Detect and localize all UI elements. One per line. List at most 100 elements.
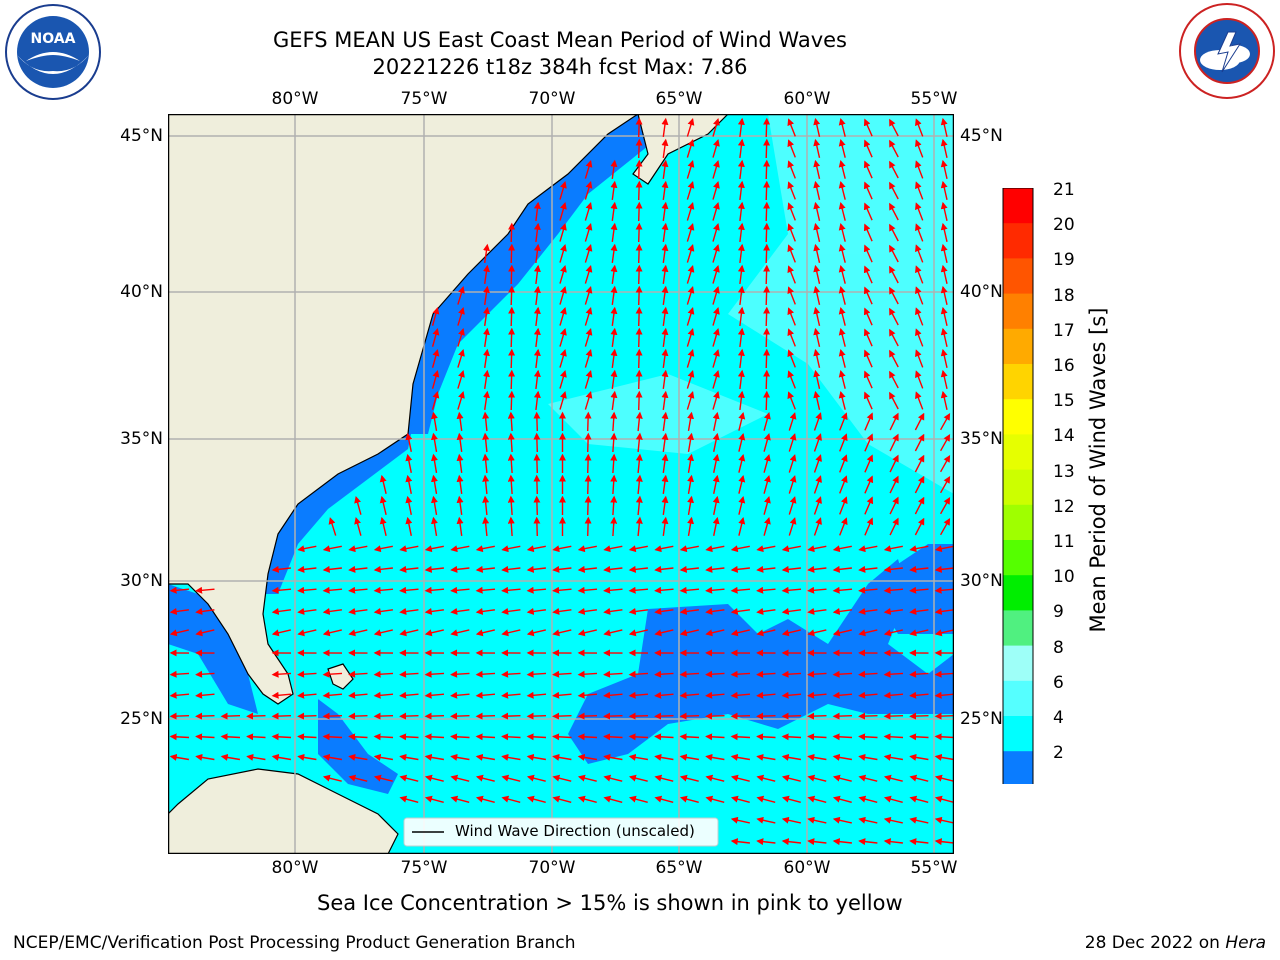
wind-wave-arrow — [169, 753, 190, 761]
wind-wave-arrow — [756, 607, 776, 615]
wind-wave-arrow — [934, 753, 954, 761]
wind-wave-arrow — [838, 306, 846, 326]
wind-wave-arrow — [628, 545, 648, 553]
wind-wave-arrow — [788, 517, 797, 536]
wind-wave-arrow — [787, 160, 796, 179]
wind-wave-arrow — [603, 733, 623, 741]
wind-wave-arrow — [737, 285, 745, 305]
wind-wave-arrow — [475, 733, 496, 741]
wind-wave-arrow — [679, 607, 699, 615]
wind-wave-arrow — [628, 629, 648, 637]
wind-wave-arrow — [832, 712, 853, 720]
wind-wave-arrow — [940, 243, 948, 263]
wind-wave-arrow — [482, 432, 490, 453]
lon-label-top-65w: 65°W — [655, 89, 703, 109]
wind-wave-arrow — [322, 753, 343, 761]
wind-wave-arrow — [195, 629, 215, 637]
colorbar-tick-label: 13 — [1053, 461, 1075, 482]
wind-wave-arrow — [763, 411, 771, 431]
wind-wave-arrow — [883, 586, 904, 594]
wind-wave-arrow — [934, 774, 954, 782]
wind-wave-arrow — [889, 349, 899, 368]
wind-wave-arrow — [501, 691, 521, 699]
wind-wave-arrow — [635, 495, 643, 516]
wind-wave-arrow — [687, 432, 695, 453]
wind-wave-arrow — [526, 753, 547, 761]
wind-wave-arrow — [679, 795, 699, 803]
wind-wave-arrow — [909, 795, 929, 803]
wind-wave-arrow — [635, 222, 643, 243]
wind-wave-arrow — [603, 753, 623, 761]
wind-wave-arrow — [756, 795, 776, 803]
wind-wave-arrow — [813, 348, 821, 368]
wind-wave-arrow — [654, 733, 674, 741]
wind-wave-arrow — [610, 453, 618, 474]
wind-wave-arrow — [737, 306, 745, 326]
wind-wave-arrow — [807, 795, 827, 803]
wind-wave-arrow — [883, 545, 903, 553]
wind-wave-arrow — [552, 629, 572, 637]
wind-wave-arrow — [712, 328, 720, 347]
wind-wave-arrow — [863, 223, 873, 242]
wind-wave-arrow — [584, 453, 592, 474]
wind-wave-arrow — [508, 369, 516, 390]
wind-wave-arrow — [883, 774, 903, 782]
wind-wave-arrow — [533, 348, 541, 368]
wind-wave-arrow — [730, 795, 750, 803]
wind-wave-arrow — [431, 348, 440, 368]
wind-wave-arrow — [424, 691, 445, 699]
colorbar-segment — [1003, 575, 1033, 611]
lat-label-right-25n: 25°N — [960, 709, 1003, 729]
wind-wave-arrow — [934, 545, 954, 553]
wind-wave-arrow — [610, 180, 618, 200]
wind-wave-arrow — [686, 181, 695, 200]
wind-wave-arrow — [559, 307, 567, 326]
wind-wave-arrow — [533, 369, 541, 389]
wind-wave-arrow — [889, 307, 899, 326]
wind-wave-arrow — [712, 349, 720, 368]
wind-wave-arrow — [584, 244, 593, 263]
wind-wave-arrow — [940, 117, 948, 137]
wind-wave-arrow — [763, 327, 771, 348]
wind-wave-arrow — [832, 774, 852, 782]
colorbar-segment — [1003, 469, 1033, 506]
wind-wave-arrow — [508, 306, 516, 327]
colorbar-tick-label: 14 — [1053, 426, 1075, 447]
wind-wave-arrow — [914, 454, 925, 473]
wind-wave-arrow — [838, 159, 846, 179]
wind-wave-arrow — [756, 565, 776, 573]
wind-wave-arrow — [354, 516, 362, 536]
wind-wave-arrow — [297, 565, 317, 573]
wind-wave-arrow — [756, 838, 776, 846]
wind-wave-arrow — [635, 180, 643, 201]
wind-wave-arrow — [832, 670, 853, 678]
wind-wave-arrow — [705, 733, 725, 741]
wind-wave-arrow — [756, 774, 776, 782]
wind-wave-arrow — [863, 328, 873, 347]
wind-wave-arrow — [246, 733, 266, 741]
colorbar-label: Mean Period of Wind Waves [s] — [1086, 307, 1110, 633]
wind-wave-arrow — [457, 349, 465, 368]
wind-wave-arrow — [737, 117, 745, 137]
colorbar-segment — [1003, 364, 1033, 400]
wind-wave-arrow — [584, 391, 593, 410]
wind-wave-arrow — [679, 565, 699, 573]
wind-wave-arrow — [552, 607, 572, 615]
wind-wave-arrow — [832, 607, 852, 615]
wind-wave-arrow — [730, 629, 750, 637]
wind-wave-arrow — [271, 607, 291, 615]
wind-wave-arrow — [577, 586, 598, 594]
wind-wave-arrow — [763, 159, 771, 180]
wind-wave-arrow — [781, 838, 801, 846]
wind-wave-arrow — [635, 243, 643, 264]
wind-wave-arrow — [737, 369, 745, 389]
wind-wave-arrow — [787, 244, 796, 263]
wind-wave-arrow — [501, 586, 521, 594]
wind-wave-arrow — [552, 795, 572, 803]
wind-wave-arrow — [883, 607, 903, 615]
wind-wave-arrow — [533, 390, 541, 410]
wind-wave-arrow — [533, 327, 541, 347]
wind-wave-arrow — [832, 629, 852, 637]
wind-wave-arrow — [271, 670, 292, 678]
wind-wave-arrow — [838, 285, 846, 305]
